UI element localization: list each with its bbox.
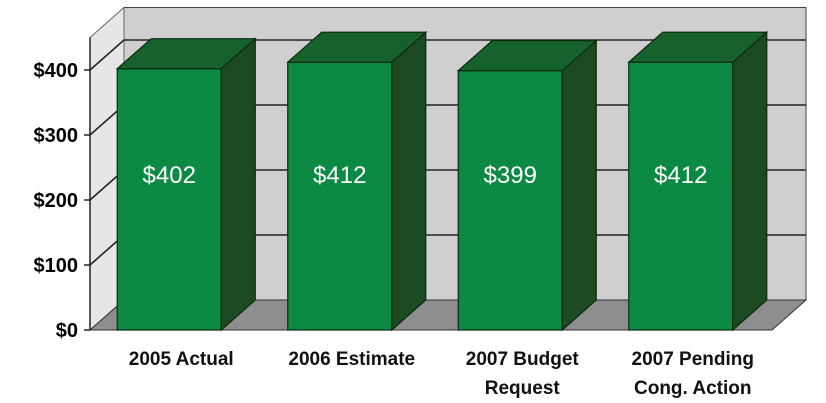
- bar-side: [561, 39, 597, 332]
- y-tick-label: $0: [56, 320, 78, 342]
- bar-front: [287, 61, 393, 331]
- bar: $412: [627, 30, 769, 332]
- bar-value-label: $402: [143, 162, 196, 189]
- x-tick-label: 2005 Actual: [129, 349, 234, 370]
- bar-value-label: $412: [313, 162, 366, 189]
- bars: $402 $412 $399 $412: [115, 30, 769, 332]
- gridline: [89, 39, 806, 71]
- x-tick-label: 2006 Estimate: [288, 349, 415, 370]
- bar-top: [286, 31, 428, 63]
- bar: $399: [456, 39, 598, 332]
- bar-value-label: $412: [654, 162, 707, 189]
- bar-side: [391, 30, 427, 332]
- x-tick-label-line: 2007 Budget: [466, 349, 580, 370]
- x-tick-label-line: 2007 Pending: [632, 349, 755, 370]
- y-tick-label: $200: [34, 190, 79, 212]
- x-tick-label-line: 2006 Estimate: [288, 349, 415, 370]
- x-tick-label-line: Cong. Action: [634, 378, 752, 399]
- bar-front: [457, 70, 563, 331]
- bar-front: [116, 68, 222, 331]
- bar-value-label: $399: [484, 162, 537, 189]
- x-tick-label: 2007 Pending Cong. Action: [632, 349, 755, 399]
- y-tick-label: $100: [34, 255, 79, 277]
- bar-top: [627, 31, 769, 63]
- y-axis-ticks: $0 $100 $200 $300 $400: [34, 60, 90, 342]
- bar-side: [732, 30, 768, 332]
- x-tick-label: 2007 Budget Request: [466, 349, 580, 399]
- bar-front: [628, 61, 734, 331]
- bar-side: [220, 37, 256, 332]
- x-tick-label-line: Request: [485, 378, 561, 399]
- x-tick-label-line: 2005 Actual: [129, 349, 234, 370]
- y-tick-label: $300: [34, 125, 79, 147]
- y-tick-label: $400: [34, 60, 79, 82]
- bar: $402: [115, 37, 257, 332]
- bar-top: [115, 38, 257, 70]
- x-axis-ticks: 2005 Actual 2006 Estimate 2007 Budget Reque…: [129, 349, 754, 399]
- bar-top: [456, 40, 598, 72]
- bar: $412: [286, 30, 428, 332]
